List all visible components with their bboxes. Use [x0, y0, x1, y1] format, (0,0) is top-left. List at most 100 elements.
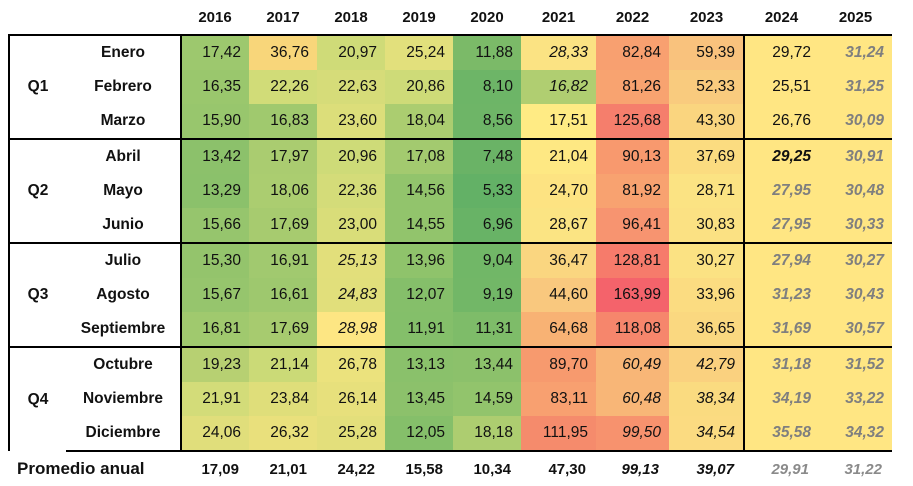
value-cell[interactable]: 12,05	[385, 416, 453, 452]
value-cell[interactable]: 17,08	[385, 138, 453, 174]
value-cell[interactable]: 163,99	[596, 278, 669, 312]
value-cell[interactable]: 24,70	[521, 174, 596, 208]
value-cell[interactable]: 21,91	[181, 382, 249, 416]
year-header[interactable]: 2021	[541, 8, 576, 26]
value-cell[interactable]: 28,67	[521, 208, 596, 244]
value-cell[interactable]: 31,69	[744, 312, 819, 348]
value-cell[interactable]: 29,72	[744, 34, 819, 70]
value-cell[interactable]: 7,48	[453, 138, 521, 174]
month-label[interactable]: Diciembre	[66, 416, 182, 452]
average-value[interactable]: 21,01	[269, 460, 307, 478]
value-cell[interactable]: 27,94	[744, 242, 819, 278]
value-cell[interactable]: 35,58	[744, 416, 819, 452]
value-cell[interactable]: 30,83	[669, 208, 745, 244]
value-cell[interactable]: 8,56	[453, 104, 521, 140]
value-cell[interactable]: 34,32	[819, 416, 892, 452]
value-cell[interactable]: 20,86	[385, 70, 453, 104]
quarter-label[interactable]: Q2	[8, 138, 66, 243]
value-cell[interactable]: 83,11	[521, 382, 596, 416]
year-header[interactable]: 2016	[198, 8, 232, 26]
value-cell[interactable]: 17,42	[181, 34, 249, 70]
value-cell[interactable]: 14,56	[385, 174, 453, 208]
value-cell[interactable]: 37,69	[669, 138, 745, 174]
value-cell[interactable]: 36,65	[669, 312, 745, 348]
value-cell[interactable]: 15,30	[181, 242, 249, 278]
value-cell[interactable]: 89,70	[521, 346, 596, 382]
value-cell[interactable]: 22,36	[317, 174, 385, 208]
value-cell[interactable]: 34,54	[669, 416, 745, 452]
value-cell[interactable]: 15,67	[181, 278, 249, 312]
quarter-label[interactable]: Q3	[8, 242, 66, 347]
value-cell[interactable]: 13,96	[385, 242, 453, 278]
value-cell[interactable]: 59,39	[669, 34, 745, 70]
value-cell[interactable]: 38,34	[669, 382, 745, 416]
year-header[interactable]: 2022	[615, 8, 650, 26]
value-cell[interactable]: 6,96	[453, 208, 521, 244]
value-cell[interactable]: 16,81	[181, 312, 249, 348]
value-cell[interactable]: 11,91	[385, 312, 453, 348]
value-cell[interactable]: 16,91	[249, 242, 317, 278]
value-cell[interactable]: 25,28	[317, 416, 385, 452]
value-cell[interactable]: 13,29	[181, 174, 249, 208]
value-cell[interactable]: 14,55	[385, 208, 453, 244]
month-label[interactable]: Abril	[66, 138, 182, 174]
month-label[interactable]: Agosto	[66, 278, 182, 312]
month-label[interactable]: Enero	[66, 34, 182, 70]
value-cell[interactable]: 27,95	[744, 174, 819, 208]
value-cell[interactable]: 21,04	[521, 138, 596, 174]
value-cell[interactable]: 31,18	[744, 346, 819, 382]
value-cell[interactable]: 18,04	[385, 104, 453, 140]
value-cell[interactable]: 30,91	[819, 138, 892, 174]
year-header[interactable]: 2019	[402, 8, 436, 26]
value-cell[interactable]: 43,30	[669, 104, 745, 140]
quarter-label[interactable]: Q4	[8, 346, 66, 451]
value-cell[interactable]: 16,61	[249, 278, 317, 312]
value-cell[interactable]: 23,60	[317, 104, 385, 140]
average-value[interactable]: 47,30	[548, 460, 586, 478]
value-cell[interactable]: 18,18	[453, 416, 521, 452]
value-cell[interactable]: 26,14	[317, 382, 385, 416]
average-value[interactable]: 29,91	[771, 460, 809, 478]
value-cell[interactable]: 25,51	[744, 70, 819, 104]
year-header[interactable]: 2023	[689, 8, 724, 26]
average-value[interactable]: 17,09	[201, 460, 239, 478]
value-cell[interactable]: 9,19	[453, 278, 521, 312]
month-label[interactable]: Septiembre	[66, 312, 182, 348]
value-cell[interactable]: 13,13	[385, 346, 453, 382]
value-cell[interactable]: 81,26	[596, 70, 669, 104]
value-cell[interactable]: 31,23	[744, 278, 819, 312]
value-cell[interactable]: 64,68	[521, 312, 596, 348]
value-cell[interactable]: 28,71	[669, 174, 745, 208]
value-cell[interactable]: 31,52	[819, 346, 892, 382]
value-cell[interactable]: 31,25	[819, 70, 892, 104]
average-value[interactable]: 15,58	[405, 460, 443, 478]
value-cell[interactable]: 99,50	[596, 416, 669, 452]
value-cell[interactable]: 26,32	[249, 416, 317, 452]
value-cell[interactable]: 44,60	[521, 278, 596, 312]
value-cell[interactable]: 26,78	[317, 346, 385, 382]
value-cell[interactable]: 17,69	[249, 312, 317, 348]
value-cell[interactable]: 25,13	[317, 242, 385, 278]
value-cell[interactable]: 90,13	[596, 138, 669, 174]
value-cell[interactable]: 52,33	[669, 70, 745, 104]
value-cell[interactable]: 34,19	[744, 382, 819, 416]
year-header[interactable]: 2017	[266, 8, 300, 26]
value-cell[interactable]: 28,33	[521, 34, 596, 70]
value-cell[interactable]: 18,06	[249, 174, 317, 208]
value-cell[interactable]: 30,48	[819, 174, 892, 208]
value-cell[interactable]: 26,76	[744, 104, 819, 140]
value-cell[interactable]: 42,79	[669, 346, 745, 382]
value-cell[interactable]: 81,92	[596, 174, 669, 208]
value-cell[interactable]: 16,82	[521, 70, 596, 104]
value-cell[interactable]: 23,00	[317, 208, 385, 244]
month-label[interactable]: Mayo	[66, 174, 182, 208]
value-cell[interactable]: 16,83	[249, 104, 317, 140]
year-header[interactable]: 2020	[470, 8, 504, 26]
value-cell[interactable]: 24,83	[317, 278, 385, 312]
value-cell[interactable]: 11,88	[453, 34, 521, 70]
value-cell[interactable]: 30,33	[819, 208, 892, 244]
average-value[interactable]: 31,22	[844, 460, 882, 478]
value-cell[interactable]: 16,35	[181, 70, 249, 104]
average-value[interactable]: 10,34	[473, 460, 511, 478]
value-cell[interactable]: 17,97	[249, 138, 317, 174]
